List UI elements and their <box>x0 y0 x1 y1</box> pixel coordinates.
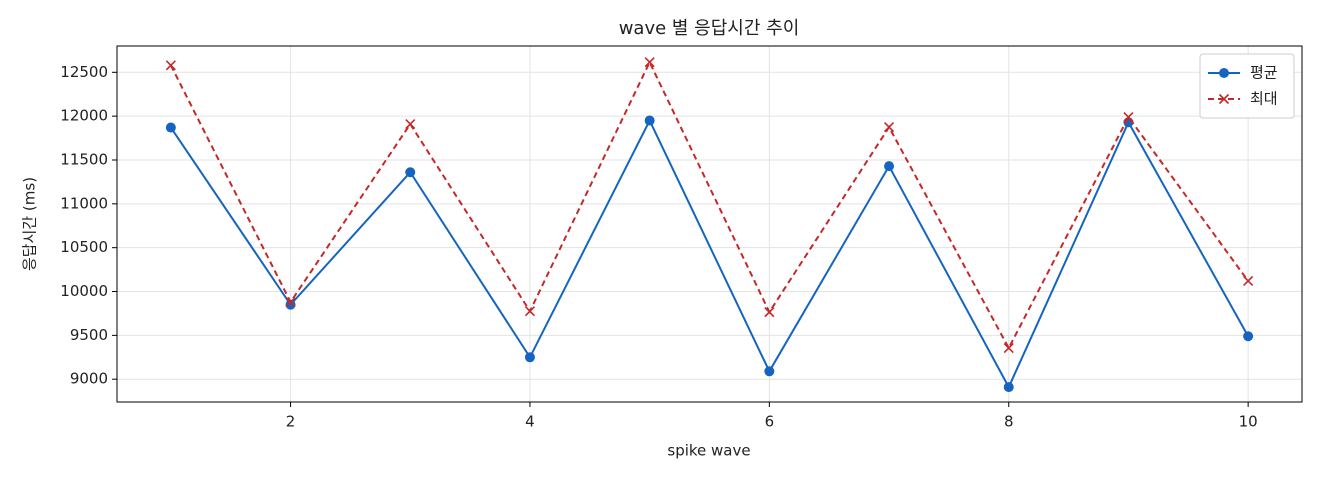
point <box>165 60 176 71</box>
legend-marker <box>1218 93 1230 105</box>
point <box>524 306 536 317</box>
point <box>644 115 655 126</box>
point <box>1243 331 1254 342</box>
y-tick-label: 9000 <box>70 370 108 388</box>
point <box>1243 275 1254 287</box>
point <box>524 352 535 363</box>
legend-box <box>1199 53 1295 119</box>
point <box>1003 343 1014 354</box>
plot-frame <box>116 45 1303 403</box>
point <box>405 118 416 130</box>
point <box>883 122 895 133</box>
x-axis-label: spike wave <box>667 442 750 460</box>
point <box>764 366 775 377</box>
series-line <box>169 59 1249 351</box>
x-tick-label: 2 <box>286 413 296 431</box>
series-line <box>170 118 1250 390</box>
point <box>1123 111 1134 123</box>
x-tick-label: 10 <box>1239 413 1258 431</box>
y-tick-label: 11500 <box>60 150 108 168</box>
legend-label: 최대 <box>1250 90 1278 108</box>
x-tick-label: 6 <box>765 413 775 431</box>
y-tick-label: 12500 <box>60 63 108 81</box>
y-axis-label: 응답시간 (ms) <box>21 177 39 271</box>
point <box>764 307 775 318</box>
point <box>285 296 296 308</box>
point <box>405 167 416 178</box>
y-tick-label: 10500 <box>60 238 108 256</box>
legend-label: 평균 <box>1250 64 1278 82</box>
y-tick-label: 9500 <box>70 326 108 344</box>
point <box>285 299 296 310</box>
point <box>884 161 895 172</box>
y-tick-label: 11000 <box>60 194 108 212</box>
y-tick-label: 12000 <box>60 107 108 125</box>
legend-marker <box>1219 68 1229 78</box>
point <box>165 122 176 133</box>
point <box>1003 382 1014 393</box>
point <box>644 57 655 68</box>
x-tick-label: 4 <box>525 413 535 431</box>
chart-title: wave 별 응답시간 추이 <box>619 18 800 39</box>
y-tick-label: 10000 <box>60 282 108 300</box>
x-tick-label: 8 <box>1004 413 1014 431</box>
